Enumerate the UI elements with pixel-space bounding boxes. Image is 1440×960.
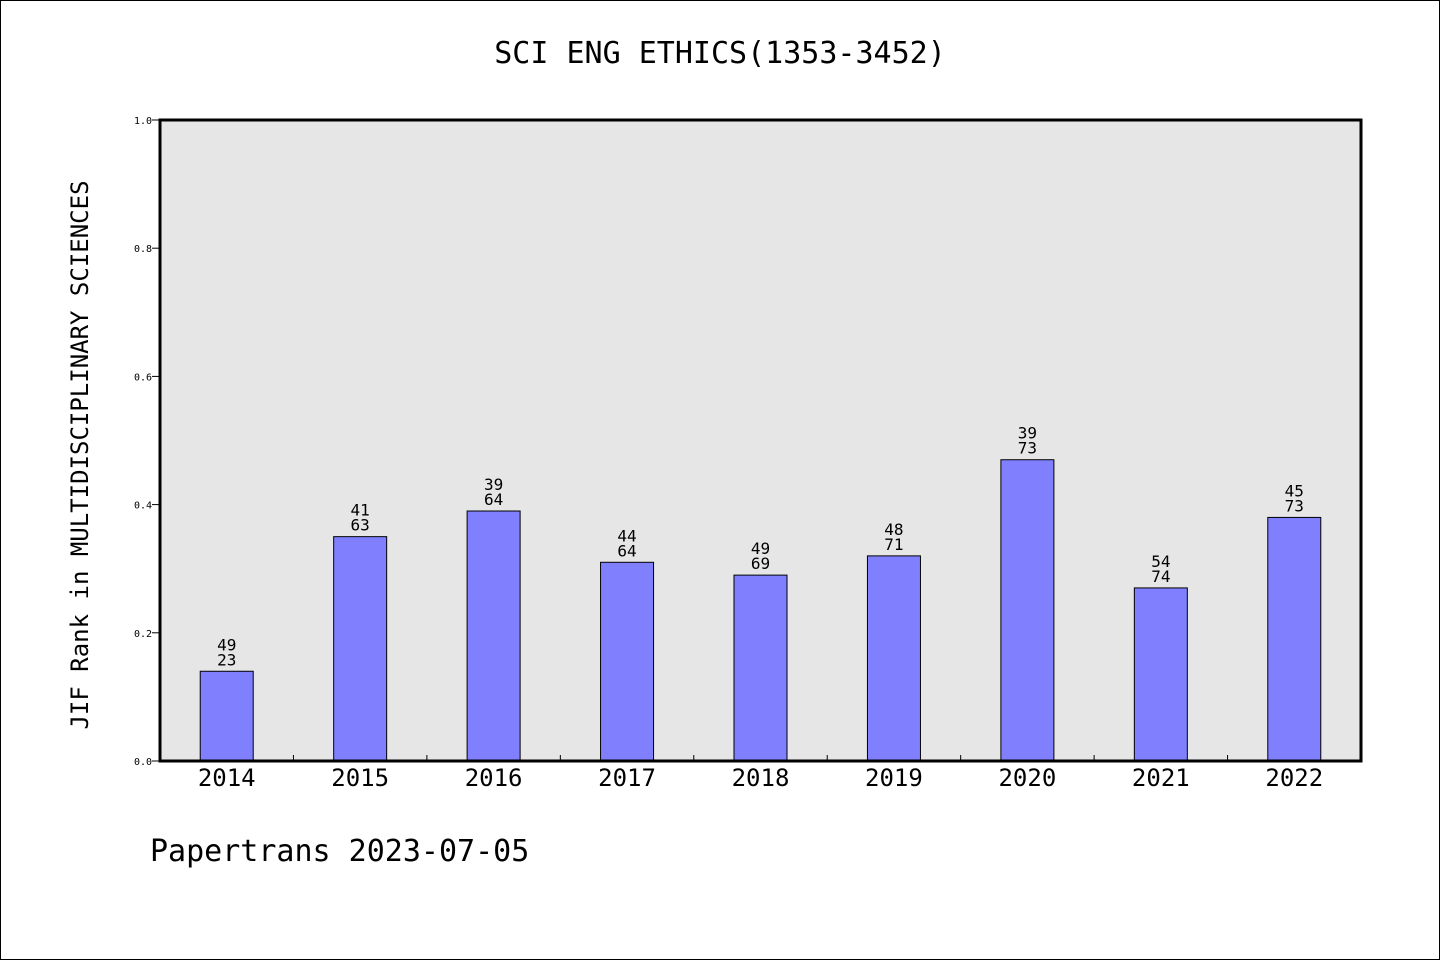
y-tick-label: 0.6 <box>134 372 152 383</box>
bar <box>333 536 388 762</box>
footer-text: Papertrans 2023-07-05 <box>150 834 530 869</box>
bar-label-total: 69 <box>751 554 770 573</box>
plot-border <box>158 118 1363 763</box>
bar-label-rank: 44 <box>617 526 636 545</box>
y-tick-label: 0.8 <box>134 244 152 255</box>
bar-label-total: 73 <box>1285 496 1304 515</box>
x-tick-label: 2014 <box>198 764 256 792</box>
y-tick-label: 1.0 <box>134 116 152 127</box>
bar-label-total: 64 <box>484 490 503 509</box>
bar <box>1267 516 1322 762</box>
y-tick-label: 0.0 <box>134 757 152 768</box>
y-tick-label: 0.4 <box>134 501 152 512</box>
bar <box>866 555 921 762</box>
x-tick-label: 2018 <box>732 764 790 792</box>
bar-label-total: 71 <box>884 535 903 554</box>
bar <box>1000 459 1055 762</box>
bar-label-total: 23 <box>217 650 236 669</box>
bar-label-rank: 48 <box>884 520 903 539</box>
bar-label-rank: 54 <box>1151 552 1170 571</box>
bar-label-rank: 39 <box>484 475 503 494</box>
x-tick-label: 2021 <box>1132 764 1190 792</box>
bar <box>733 574 788 762</box>
bar-label-total: 64 <box>617 541 636 560</box>
x-tick-label: 2020 <box>998 764 1056 792</box>
bar-label-total: 63 <box>351 516 370 535</box>
bar-label-rank: 45 <box>1285 481 1304 500</box>
bar <box>1133 587 1188 762</box>
x-tick-label: 2015 <box>331 764 389 792</box>
y-ticks-group: 0.0 0.2 0.4 0.6 0.8 1.0 <box>134 116 160 768</box>
bar-label-rank: 49 <box>217 635 236 654</box>
bar <box>600 561 655 762</box>
bar <box>466 510 521 762</box>
y-tick-label: 0.2 <box>134 629 152 640</box>
x-ticks-group: 2014 2015 2016 2017 2018 2019 2020 2021 2022 <box>198 755 1323 792</box>
x-tick-label: 2019 <box>865 764 923 792</box>
chart-title: SCI ENG ETHICS(1353-3452) <box>494 36 946 71</box>
x-tick-label: 2017 <box>598 764 656 792</box>
bar-label-rank: 39 <box>1018 424 1037 443</box>
bar <box>199 670 254 762</box>
bar-label-rank: 49 <box>751 539 770 558</box>
x-tick-label: 2016 <box>465 764 523 792</box>
x-tick-label: 2022 <box>1265 764 1323 792</box>
bar-label-total: 74 <box>1151 567 1170 586</box>
bar-label-rank: 41 <box>351 501 370 520</box>
bar-label-total: 73 <box>1018 439 1037 458</box>
